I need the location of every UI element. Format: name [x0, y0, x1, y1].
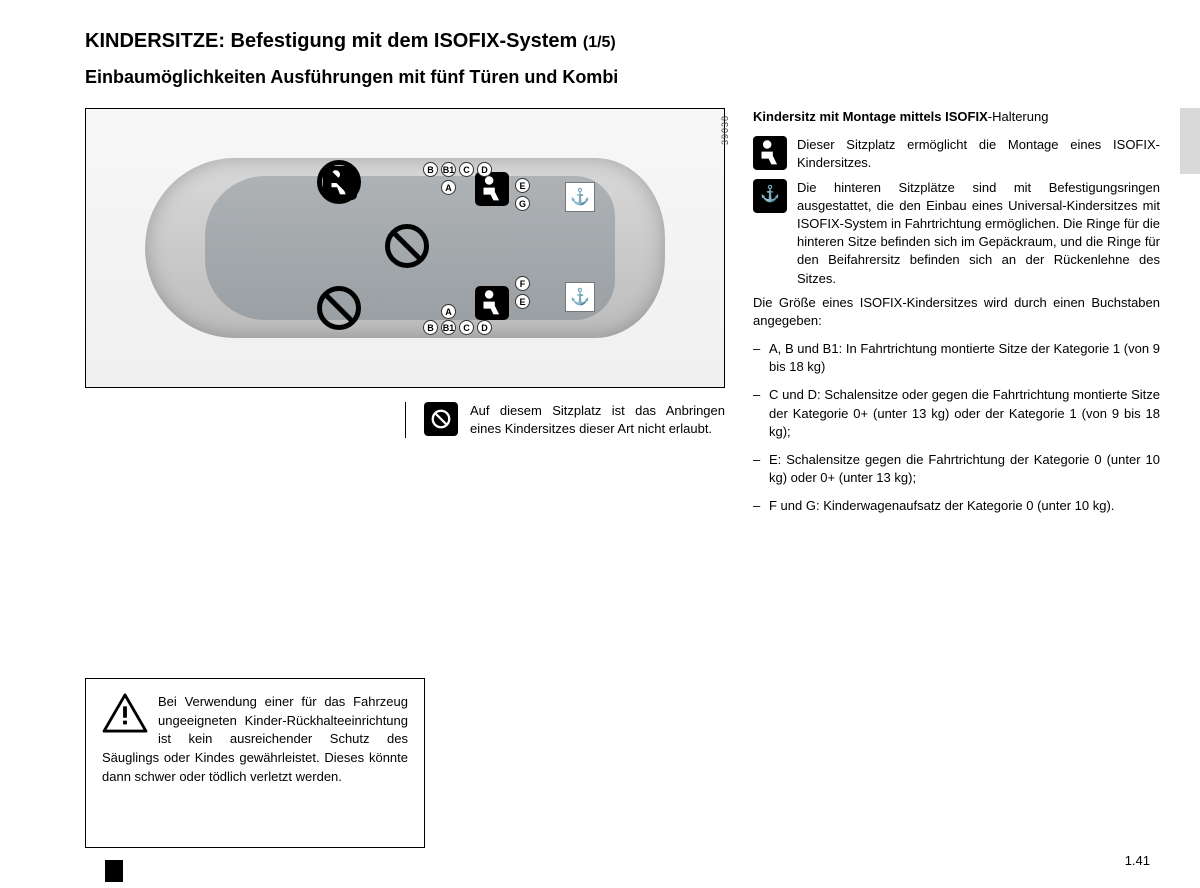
seat-label: D [477, 162, 492, 177]
prohibit-icon [424, 402, 458, 436]
page-number: 1.41 [1125, 853, 1150, 868]
seat-label: E [515, 178, 530, 193]
seat-label: C [459, 320, 474, 335]
list-item: C und D: Schalensitze oder gegen die Fah… [753, 386, 1160, 441]
tether-anchor-icon: ⚓ [565, 182, 595, 212]
list-item: A, B und B1: In Fahrtrichtung montierte … [753, 340, 1160, 376]
seat-label: A [441, 304, 456, 319]
seat-label: B [423, 320, 438, 335]
right-lead-bold: Kindersitz mit Montage mittels ISOFIX [753, 109, 988, 124]
right-lead-rest: -Halterung [988, 109, 1049, 124]
seat-label: E [515, 294, 530, 309]
child-seat-icon [475, 172, 509, 206]
side-tab [1180, 108, 1200, 174]
list-item: E: Schalensitze gegen die Fahrtrichtung … [753, 451, 1160, 487]
title-main: KINDERSITZE: Befestigung mit dem ISOFIX-… [85, 30, 577, 52]
prohibit-icon [317, 286, 361, 330]
seat-label: B1 [441, 320, 456, 335]
isofix-seat-note: Dieser Sitzplatz ermöglicht die Montage … [753, 136, 1160, 172]
right-column: Kindersitz mit Montage mittels ISOFIX-Ha… [753, 108, 1160, 888]
seat-label: A [441, 180, 456, 195]
prohibit-note: Auf diesem Sitzplatz ist das Anbringen e… [405, 402, 725, 438]
child-seat-icon [475, 286, 509, 320]
seat-label: B [423, 162, 438, 177]
right-p1: Dieser Sitzplatz ermöglicht die Montage … [797, 136, 1160, 172]
right-p2: Die hinteren Sitzplätze sind mit Befesti… [797, 179, 1160, 288]
child-seat-icon [753, 136, 787, 170]
seat-label: G [515, 196, 530, 211]
warning-triangle-icon [102, 693, 148, 733]
seat-label: C [459, 162, 474, 177]
tether-anchor-icon: ⚓ [753, 179, 787, 213]
right-lead: Kindersitz mit Montage mittels ISOFIX-Ha… [753, 108, 1160, 126]
list-item: F und G: Kinderwagenaufsatz der Kategori… [753, 497, 1160, 515]
prohibit-note-text: Auf diesem Sitzplatz ist das Anbringen e… [470, 402, 725, 438]
seat-label: D [477, 320, 492, 335]
content-columns: 39038 [85, 108, 1160, 888]
warning-box: Bei Verwendung einer für das Fahrzeug un… [85, 678, 425, 848]
size-category-list: A, B und B1: In Fahrtrichtung montierte … [753, 340, 1160, 516]
vehicle-top-view-figure: 39038 [85, 108, 725, 388]
title-page-count: (1/5) [583, 34, 616, 51]
prohibit-icon [385, 224, 429, 268]
tether-note: ⚓ Die hinteren Sitzplätze sind mit Befes… [753, 179, 1160, 288]
prohibit-icon [317, 160, 361, 204]
page-subtitle: Einbaumöglichkeiten Ausführungen mit fün… [85, 67, 1160, 88]
page-title: KINDERSITZE: Befestigung mit dem ISOFIX-… [85, 30, 1160, 53]
right-p3: Die Größe eines ISOFIX-Kindersitzes wird… [753, 294, 1160, 330]
car-silhouette: ⚓ ⚓ B B1 C D A E G F E A B B1 C [145, 158, 665, 338]
left-column: 39038 [85, 108, 725, 888]
seat-label: F [515, 276, 530, 291]
figure-number: 39038 [720, 115, 730, 145]
tether-anchor-icon: ⚓ [565, 282, 595, 312]
seat-label: B1 [441, 162, 456, 177]
manual-page: KINDERSITZE: Befestigung mit dem ISOFIX-… [0, 0, 1200, 888]
footer-crop-mark [105, 860, 123, 882]
